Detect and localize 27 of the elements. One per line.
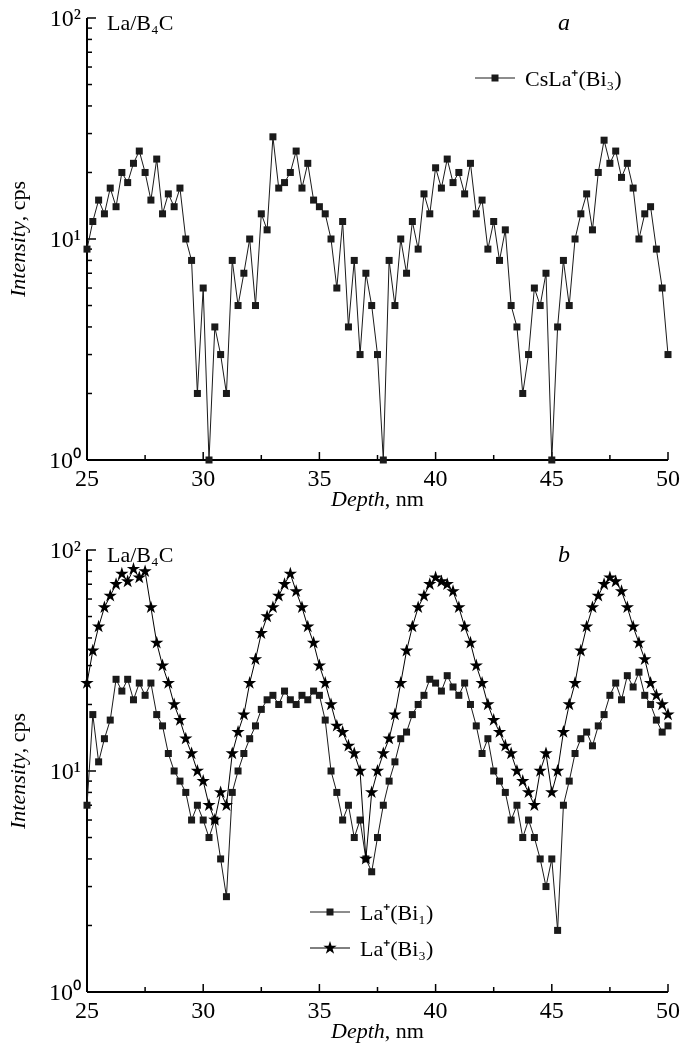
chart-title: a — [558, 9, 570, 35]
legend-label: La⁺(Bi₁) — [360, 900, 434, 925]
x-tick-label: 45 — [539, 465, 564, 491]
chart-title: b — [558, 541, 570, 567]
x-axis-title: Depth, nm — [330, 1018, 424, 1043]
annotation: La/B₄C — [107, 10, 174, 35]
y-axis-title: Intensity, cps — [5, 180, 30, 299]
x-tick-label: 35 — [307, 997, 332, 1023]
y-axis-title: Intensity, cps — [5, 712, 30, 831]
x-tick-label: 50 — [656, 465, 680, 491]
y-tick-label: 10¹ — [49, 226, 81, 252]
x-tick-label: 40 — [423, 997, 448, 1023]
legend-label: La⁺(Bi₃) — [360, 936, 434, 961]
legend-label: CsLa⁺(Bi₃) — [525, 66, 622, 91]
annotation: La/B₄C — [107, 542, 174, 567]
y-tick-label: 10² — [49, 537, 81, 563]
y-tick-label: 10² — [49, 5, 81, 31]
x-tick-label: 35 — [307, 465, 332, 491]
x-tick-label: 30 — [191, 465, 216, 491]
x-axis-title: Depth, nm — [330, 486, 424, 511]
y-tick-label: 10¹ — [49, 758, 81, 784]
x-tick-label: 40 — [423, 465, 448, 491]
x-tick-label: 25 — [75, 465, 99, 491]
x-tick-label: 25 — [75, 997, 99, 1023]
x-tick-label: 50 — [656, 997, 680, 1023]
x-tick-label: 30 — [191, 997, 216, 1023]
x-tick-label: 45 — [539, 997, 564, 1023]
